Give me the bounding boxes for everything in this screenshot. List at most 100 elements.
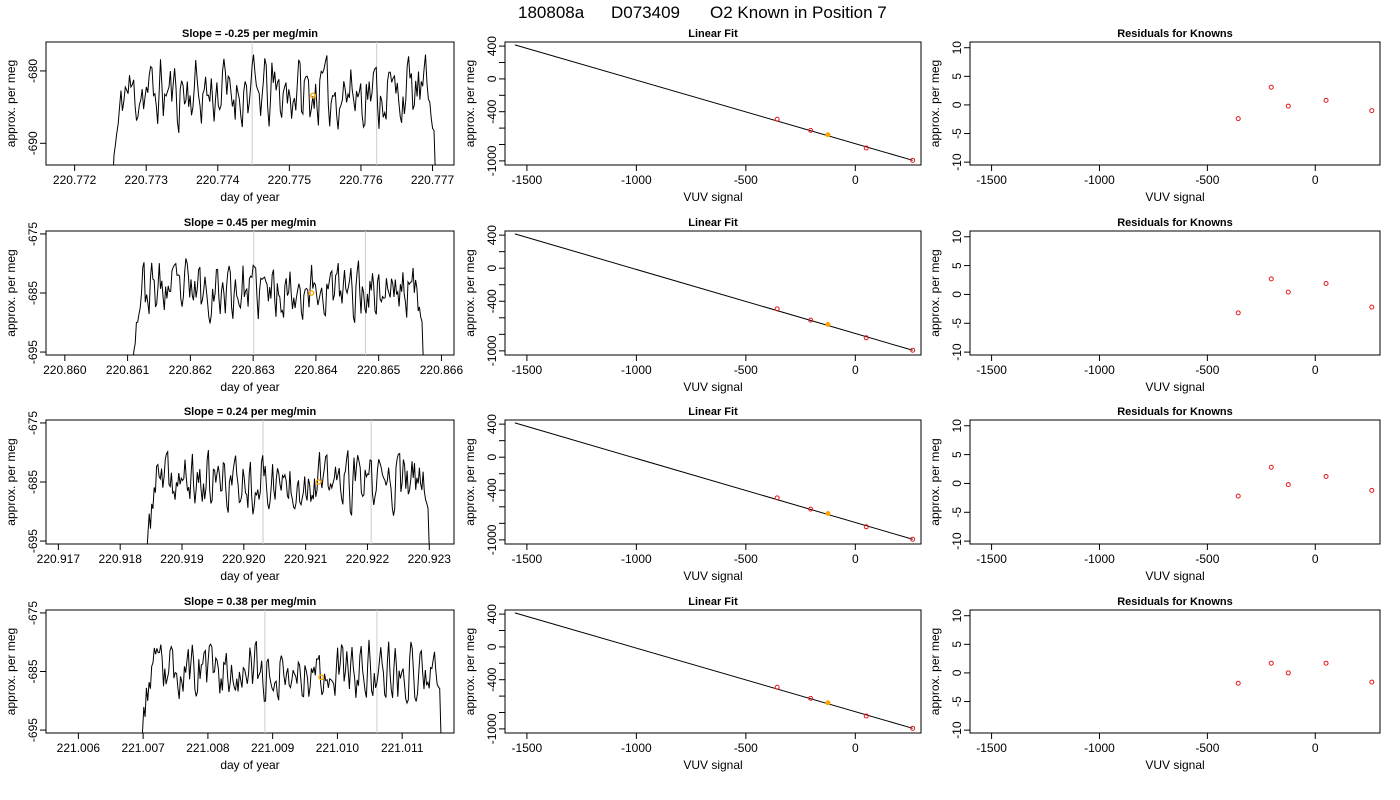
x-tick-label: -500 (1195, 741, 1219, 755)
y-axis-label: approx. per meg (928, 249, 942, 336)
x-tick-label: 0 (1312, 363, 1319, 377)
y-tick-label: 10 (950, 419, 964, 433)
plot-frame (45, 230, 455, 356)
x-tick-label: 220.774 (196, 173, 240, 187)
x-tick-label: -1000 (621, 552, 652, 566)
y-tick-label: 0 (950, 291, 964, 298)
x-tick-label: -1000 (1084, 552, 1115, 566)
panel-timeseries-row3: Slope = 0.24 per meg/min 220.917 220.918 22… (4, 406, 455, 583)
figure-title-run: 180808a (518, 3, 585, 22)
residual-point (1323, 660, 1329, 666)
fit-point (910, 536, 916, 542)
panel-linear-fit-row4: Linear Fit -1500 -1000 -500 0 -1000 -400 0 400 VU… (463, 596, 922, 772)
panel-title: Slope = -0.25 per meg/min (182, 28, 318, 40)
residual-point (1369, 487, 1375, 493)
y-tick-label: -695 (26, 718, 40, 742)
y-tick-label: 0 (485, 265, 499, 272)
x-tick-label: -1500 (976, 741, 1007, 755)
plot-frame (504, 41, 922, 166)
x-tick-label: -500 (734, 363, 758, 377)
y-tick-label: -1000 (485, 145, 499, 176)
x-tick-label: 220.923 (408, 552, 452, 566)
x-axis-label: VUV signal (683, 190, 742, 204)
y-tick-label: -1000 (485, 713, 499, 744)
x-axis-label: day of year (220, 190, 279, 204)
x-tick-label: 220.863 (231, 363, 275, 377)
y-tick-label: 0 (485, 454, 499, 461)
x-tick-label: -500 (734, 552, 758, 566)
panel-residuals-row1: Residuals for Knowns -1500 -1000 -500 0 -10 -5… (928, 28, 1381, 204)
x-axis-label: day of year (220, 569, 279, 583)
y-tick-label: 0 (950, 669, 964, 676)
x-tick-label: 220.776 (339, 173, 383, 187)
panel-title: Slope = 0.45 per meg/min (184, 217, 317, 229)
signal-trace (113, 54, 436, 165)
y-axis-label: approx. per meg (928, 438, 942, 525)
y-tick-label: 5 (950, 641, 964, 648)
panel-residuals-row3: Residuals for Knowns -1500 -1000 -500 0 -10 -5… (928, 406, 1381, 583)
x-tick-label: 0 (1312, 741, 1319, 755)
x-tick-label: -500 (734, 173, 758, 187)
y-axis-label: approx. per meg (4, 628, 18, 715)
x-tick-label: 220.919 (160, 552, 204, 566)
y-tick-label: -695 (26, 529, 40, 553)
plot-frame (45, 41, 455, 166)
fit-point (910, 725, 916, 731)
x-tick-label: -500 (1195, 363, 1219, 377)
x-tick-label: 0 (1312, 552, 1319, 566)
signal-trace (141, 639, 442, 733)
x-tick-label: -1000 (621, 741, 652, 755)
x-tick-label: 221.011 (381, 741, 424, 755)
y-tick-label: -10 (950, 721, 964, 739)
plot-frame (969, 41, 1381, 166)
residual-point (1369, 679, 1375, 685)
y-tick-label: -10 (950, 532, 964, 550)
x-tick-label: 0 (852, 363, 859, 377)
y-tick-label: -1000 (485, 335, 499, 366)
panel-title: Linear Fit (688, 596, 738, 608)
y-tick-label: 0 (950, 480, 964, 487)
y-tick-label: 10 (950, 41, 964, 55)
y-axis-label: approx. per meg (4, 249, 18, 336)
mean-marker (308, 290, 315, 296)
panel-title: Residuals for Knowns (1117, 596, 1233, 608)
panel-title: Slope = 0.38 per meg/min (184, 596, 317, 608)
x-tick-label: -1000 (1084, 741, 1115, 755)
x-tick-label: 220.917 (37, 552, 81, 566)
fit-point (863, 335, 869, 341)
y-tick-label: -400 (485, 478, 499, 502)
fit-point (774, 116, 780, 122)
y-tick-label: -5 (950, 696, 964, 707)
fit-point (808, 695, 814, 701)
x-tick-label: 0 (852, 173, 859, 187)
x-tick-label: 221.009 (251, 741, 295, 755)
y-tick-label: -675 (26, 222, 40, 246)
fit-point (774, 684, 780, 690)
x-axis-label: day of year (220, 380, 279, 394)
x-tick-label: 220.861 (106, 363, 150, 377)
fit-point (910, 347, 916, 353)
x-axis-label: VUV signal (1145, 380, 1204, 394)
y-tick-label: 10 (950, 609, 964, 623)
panel-linear-fit-row2: Linear Fit -1500 -1000 -500 0 -1000 -400 0 400 VU… (463, 217, 922, 394)
y-tick-label: -685 (26, 659, 40, 683)
x-tick-label: -1500 (512, 173, 543, 187)
x-tick-label: -1500 (976, 173, 1007, 187)
x-tick-label: 220.920 (222, 552, 266, 566)
x-tick-label: 220.773 (125, 173, 169, 187)
plot-frame (969, 609, 1381, 734)
panel-title: Linear Fit (688, 406, 738, 418)
y-tick-label: 10 (950, 230, 964, 244)
x-tick-label: -1500 (512, 363, 543, 377)
fit-line (514, 44, 913, 161)
fit-point (863, 713, 869, 719)
x-tick-label: 220.865 (357, 363, 401, 377)
panel-linear-fit-row1: Linear Fit -1500 -1000 -500 0 -1000 -400 0 400 VU… (463, 28, 922, 204)
y-tick-label: 0 (485, 75, 499, 82)
residual-point (1268, 464, 1274, 470)
y-tick-label: -690 (26, 131, 40, 155)
x-tick-label: -500 (1195, 552, 1219, 566)
plot-frame (504, 609, 922, 734)
x-tick-label: 220.772 (53, 173, 97, 187)
x-tick-label: 220.864 (294, 363, 338, 377)
